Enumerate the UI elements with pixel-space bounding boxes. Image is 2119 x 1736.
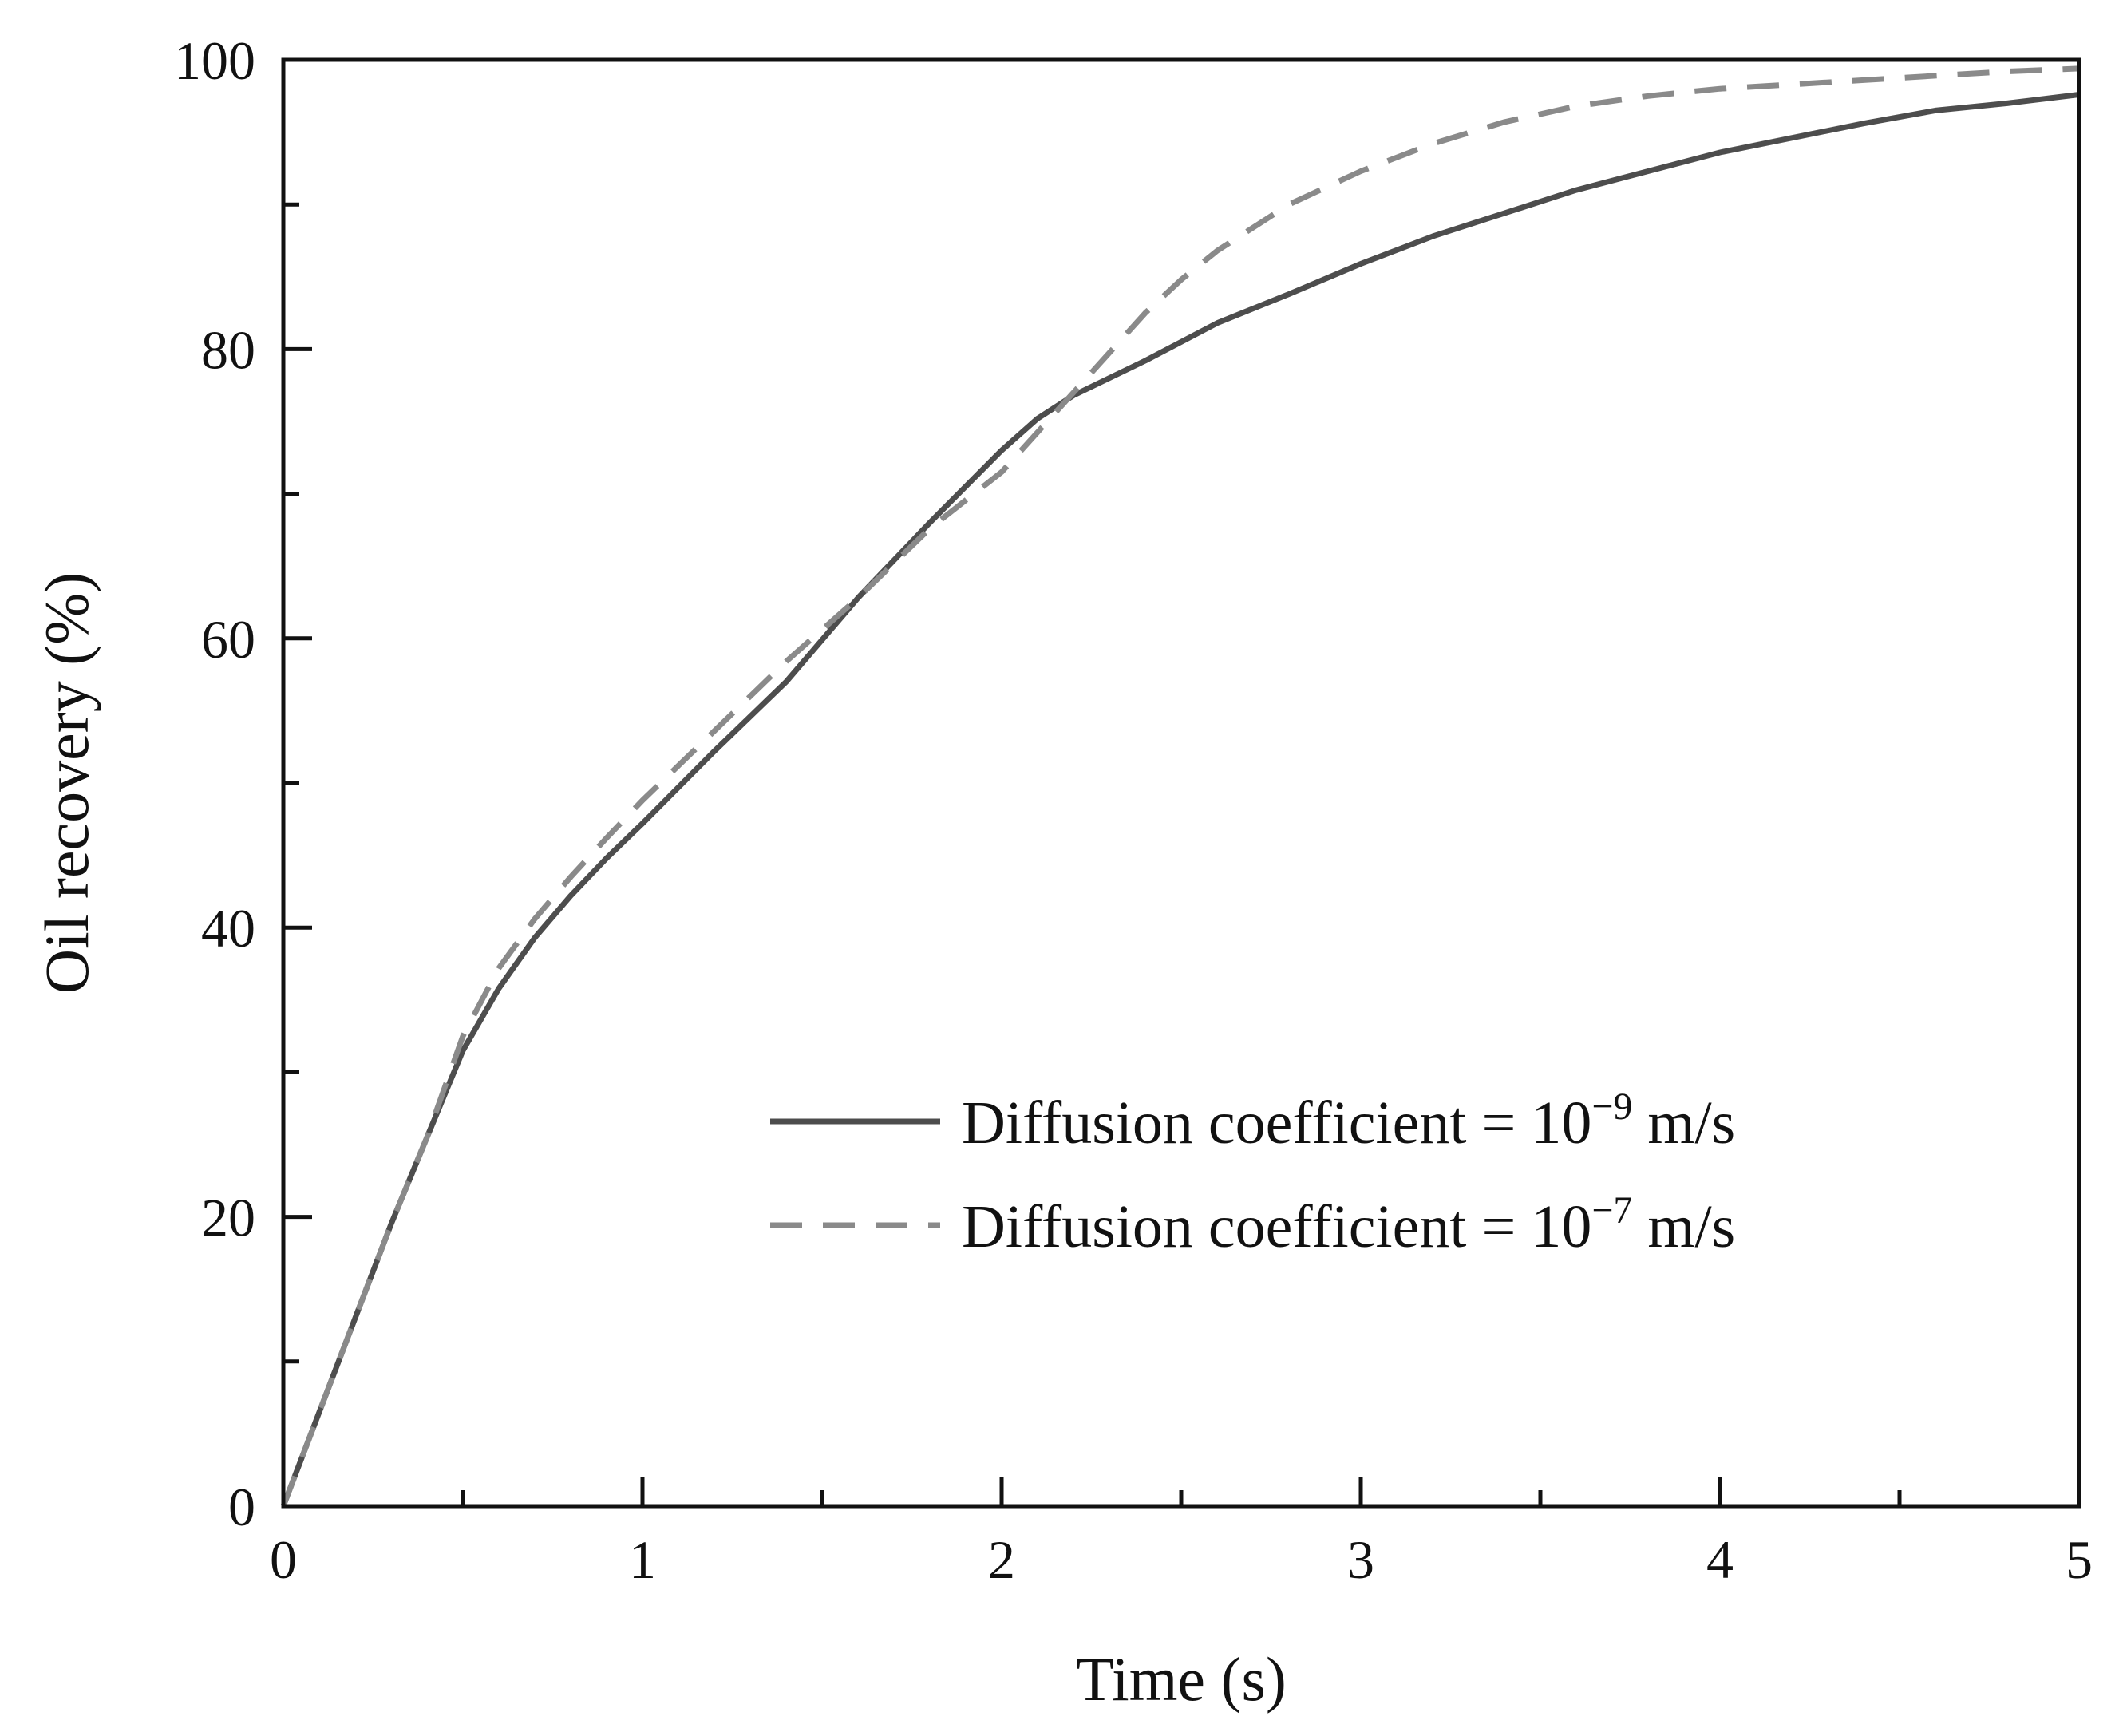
legend-label-2-suffix: m/s <box>1632 1193 1735 1260</box>
y-tick-label: 80 <box>201 319 255 380</box>
series-lines <box>280 65 2080 1508</box>
x-tick-label: 5 <box>2066 1529 2093 1590</box>
x-tick-label: 4 <box>1706 1529 1734 1590</box>
series-line-solid <box>280 92 2080 1508</box>
y-axis-title: Oil recovery (%) <box>32 572 101 994</box>
x-tick-labels: 0 1 2 3 4 5 <box>270 1529 2093 1590</box>
series-line-dashed <box>280 65 2080 1508</box>
y-tick-label: 100 <box>174 30 255 91</box>
y-tick-label: 60 <box>201 609 255 670</box>
legend-label-1-exponent: −9 <box>1591 1085 1632 1128</box>
legend-label-1: Diffusion coefficient = 10−9 m/s <box>962 1085 1735 1157</box>
legend: Diffusion coefficient = 10−9 m/s Diffusi… <box>770 1085 1735 1260</box>
y-tick-labels: 0 20 40 60 80 100 <box>174 30 255 1537</box>
x-axis-title: Time (s) <box>1076 1644 1287 1714</box>
y-tick-label: 20 <box>201 1188 255 1248</box>
legend-label-1-prefix: Diffusion coefficient = 10 <box>962 1089 1591 1157</box>
x-tick-label: 2 <box>988 1529 1015 1590</box>
plot-frame <box>281 57 2081 1509</box>
legend-label-2: Diffusion coefficient = 10−7 m/s <box>962 1189 1735 1260</box>
legend-label-1-suffix: m/s <box>1632 1089 1735 1157</box>
legend-label-2-exponent: −7 <box>1591 1189 1632 1232</box>
legend-label-2-prefix: Diffusion coefficient = 10 <box>962 1193 1591 1260</box>
x-tick-label: 0 <box>270 1529 297 1590</box>
y-tick-label: 0 <box>228 1477 255 1537</box>
x-tick-label: 1 <box>629 1529 656 1590</box>
y-tick-label: 40 <box>201 898 255 959</box>
x-tick-label: 3 <box>1347 1529 1374 1590</box>
